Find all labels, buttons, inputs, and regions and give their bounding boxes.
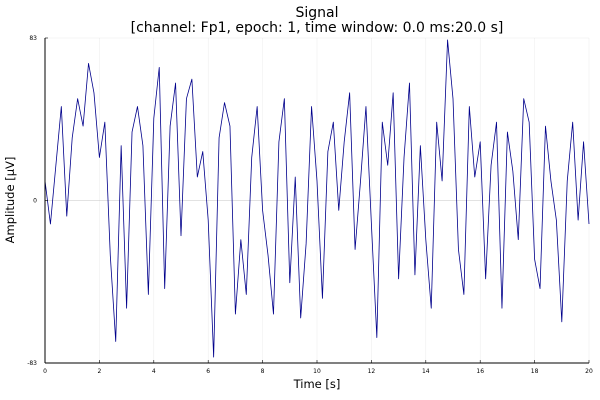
- y-ticks: -83 0 83: [27, 35, 48, 367]
- y-tick-label: 0: [33, 198, 37, 205]
- chart-subtitle: [channel: Fp1, epoch: 1, time window: 0.…: [131, 20, 504, 36]
- x-tick-label: 0: [43, 368, 47, 375]
- x-tick-label: 18: [531, 368, 539, 375]
- x-axis-label: Time [s]: [293, 377, 341, 391]
- x-tick-label: 10: [313, 368, 321, 375]
- chart-title: Signal: [295, 5, 338, 21]
- y-tick-label: 83: [29, 35, 37, 42]
- y-tick-label: -83: [27, 360, 37, 367]
- x-tick-label: 14: [422, 368, 430, 375]
- x-tick-label: 20: [585, 368, 593, 375]
- x-tick-label: 6: [206, 368, 210, 375]
- signal-series-line: [44, 39, 590, 358]
- x-tick-label: 8: [261, 368, 265, 375]
- x-tick-label: 16: [476, 368, 484, 375]
- series-layer: [44, 39, 590, 358]
- x-ticks: 0 2 4 6 8 10 12 14 16 18 20: [43, 360, 593, 375]
- x-tick-label: 2: [97, 368, 101, 375]
- y-axis-label: Amplitude [μV]: [3, 157, 17, 244]
- x-tick-label: 4: [152, 368, 156, 375]
- x-tick-label: 12: [368, 368, 376, 375]
